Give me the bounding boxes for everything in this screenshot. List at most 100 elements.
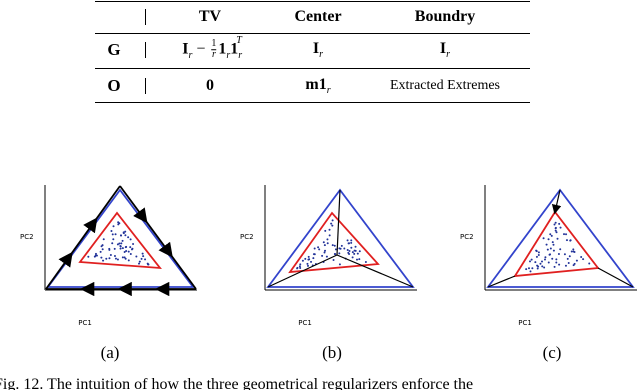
- sample: [121, 239, 124, 242]
- sample: [111, 233, 114, 236]
- sample: [529, 270, 532, 273]
- sample: [555, 231, 558, 234]
- sample: [94, 254, 97, 257]
- sample: [299, 263, 302, 266]
- sample: [356, 258, 359, 261]
- sample: [353, 249, 356, 252]
- sample: [121, 247, 124, 250]
- sample: [553, 223, 556, 226]
- sample: [338, 252, 341, 255]
- sample: [549, 253, 552, 256]
- sample: [111, 242, 114, 245]
- sample: [348, 249, 351, 252]
- force: [119, 185, 148, 224]
- sample: [550, 234, 553, 237]
- sample: [307, 258, 310, 261]
- sample: [304, 257, 307, 260]
- sample: [312, 257, 315, 260]
- sample: [553, 265, 556, 268]
- sample: [568, 255, 571, 258]
- sample: [546, 248, 549, 251]
- sample: [565, 233, 568, 236]
- sample: [539, 262, 542, 265]
- sample: [559, 248, 562, 251]
- pull: [487, 275, 516, 288]
- sample: [102, 259, 105, 262]
- sample: [540, 260, 543, 263]
- sample: [138, 262, 141, 265]
- sample: [116, 258, 119, 261]
- sample: [101, 244, 104, 247]
- sample: [113, 255, 116, 258]
- sample: [116, 243, 119, 246]
- sym: 1: [218, 40, 227, 58]
- sample: [328, 234, 331, 237]
- sample: [543, 258, 546, 261]
- pull: [267, 254, 338, 288]
- sample: [525, 268, 528, 271]
- sub: r: [319, 49, 324, 61]
- sample: [129, 246, 132, 249]
- sample: [112, 225, 115, 228]
- sample: [298, 265, 301, 268]
- sample: [580, 256, 583, 259]
- pull: [597, 267, 634, 288]
- sample: [118, 222, 121, 225]
- sample: [124, 234, 127, 237]
- sample: [531, 267, 534, 270]
- sample: [119, 245, 122, 248]
- sample: [564, 264, 567, 267]
- sample: [326, 242, 329, 245]
- sample: [317, 246, 320, 249]
- sample: [323, 244, 326, 247]
- sample: [125, 245, 128, 248]
- sample: [333, 244, 336, 247]
- sample: [299, 266, 302, 269]
- sample: [124, 230, 127, 233]
- row-label: O: [107, 76, 121, 95]
- sample: [358, 258, 361, 261]
- sample: [346, 239, 349, 242]
- sample: [141, 252, 144, 255]
- force: [144, 219, 173, 258]
- sample: [113, 247, 116, 250]
- op: −: [196, 40, 206, 58]
- sample: [333, 253, 336, 256]
- sub: r: [226, 49, 231, 61]
- sample: [99, 250, 102, 253]
- sym: I: [312, 39, 320, 57]
- sample: [544, 256, 547, 259]
- sample: [541, 265, 544, 268]
- sample: [118, 242, 121, 245]
- pull: [336, 189, 341, 256]
- sample: [542, 237, 545, 240]
- simplex: [266, 188, 415, 288]
- sample: [129, 238, 132, 241]
- cell: Ir: [440, 40, 450, 60]
- sample: [588, 262, 591, 265]
- sample: [556, 237, 559, 240]
- sample: [146, 262, 149, 265]
- sample: [112, 238, 115, 241]
- force: [69, 217, 98, 256]
- force: [94, 185, 121, 221]
- sample: [351, 251, 354, 254]
- sample: [324, 249, 327, 252]
- sample: [100, 256, 103, 259]
- sample: [310, 260, 313, 263]
- separator: [145, 78, 146, 94]
- estimate: [513, 210, 600, 278]
- sample: [324, 229, 327, 232]
- sample: [114, 257, 117, 260]
- den: r: [211, 49, 216, 61]
- sample: [582, 258, 585, 261]
- cell: Ir − 1 r 1r1rT: [182, 35, 242, 61]
- sample: [94, 252, 97, 255]
- sample: [119, 234, 122, 237]
- sample: [356, 252, 359, 255]
- sample: [547, 261, 550, 264]
- sample: [132, 243, 135, 246]
- force: [45, 251, 73, 290]
